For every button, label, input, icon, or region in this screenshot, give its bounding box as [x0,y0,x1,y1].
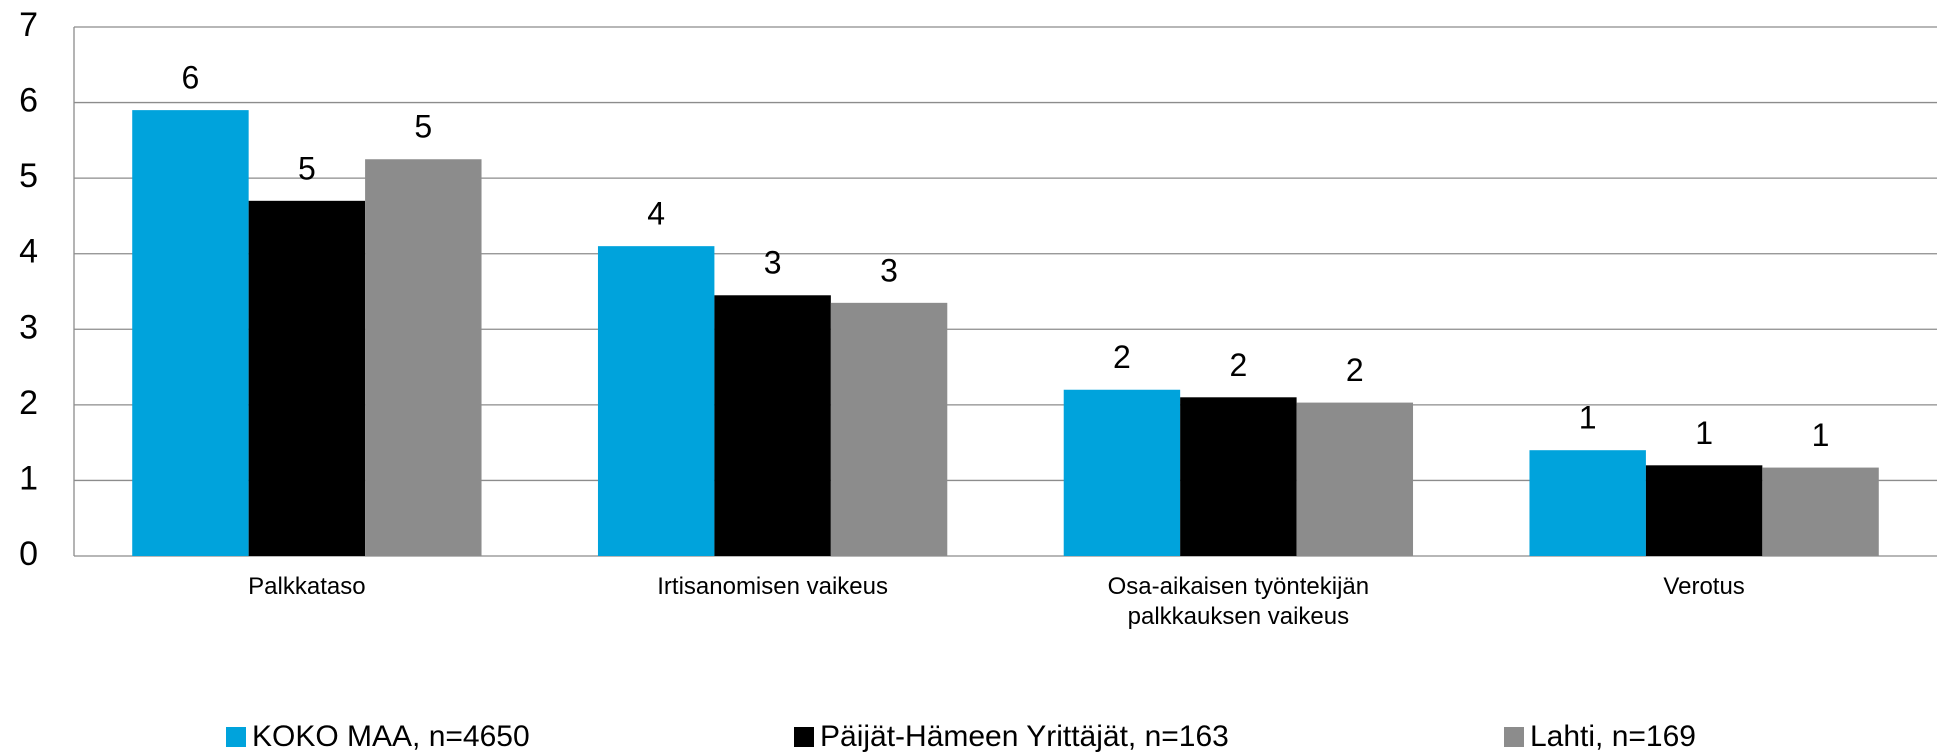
bar [365,159,482,556]
value-label: 4 [647,196,665,232]
bar [132,110,249,556]
value-label: 3 [880,252,898,288]
y-tick-label: 2 [19,384,38,422]
bar [597,246,715,556]
y-tick-label: 5 [19,157,38,195]
bar [248,200,366,557]
bar [1645,465,1763,556]
legend-label: Päijät-Hämeen Yrittäjät, n=163 [820,720,1229,753]
legend-swatch [1504,727,1524,747]
y-tick-label: 6 [19,82,38,120]
legend-item: Lahti, n=169 [1504,720,1696,753]
value-label: 1 [1579,400,1597,436]
value-label: 2 [1113,339,1131,375]
legend-swatch [226,727,246,747]
bar [1529,450,1646,556]
value-label: 2 [1229,347,1247,383]
value-label: 1 [1812,417,1830,453]
bar [830,302,948,556]
value-label: 2 [1346,352,1364,388]
y-tick-label: 4 [19,233,38,271]
bar [1296,402,1414,556]
x-tick-label: Verotus [1663,573,1745,600]
legend-item: KOKO MAA, n=4650 [226,720,530,753]
bar [714,295,831,556]
bar [1762,467,1879,556]
value-label: 5 [298,150,316,186]
legend-label: KOKO MAA, n=4650 [252,720,530,753]
bar [1180,397,1297,556]
value-label: 1 [1695,415,1713,451]
legend-swatch [794,727,814,747]
legend-label: Lahti, n=169 [1530,720,1696,753]
x-tick-label: Osa-aikaisen työntekijän palkkauksen vai… [1107,573,1370,630]
value-label: 6 [182,60,200,96]
y-tick-label: 0 [19,535,38,573]
y-tick-label: 1 [19,459,38,497]
x-tick-label: Irtisanomisen vaikeus [657,573,888,600]
y-tick-label: 7 [19,6,38,44]
bar [1063,389,1181,556]
value-label: 5 [414,109,432,145]
y-tick-label: 3 [19,308,38,346]
legend-item: Päijät-Hämeen Yrittäjät, n=163 [794,720,1229,753]
x-tick-label: Palkkataso [248,573,366,600]
value-label: 3 [764,245,782,281]
